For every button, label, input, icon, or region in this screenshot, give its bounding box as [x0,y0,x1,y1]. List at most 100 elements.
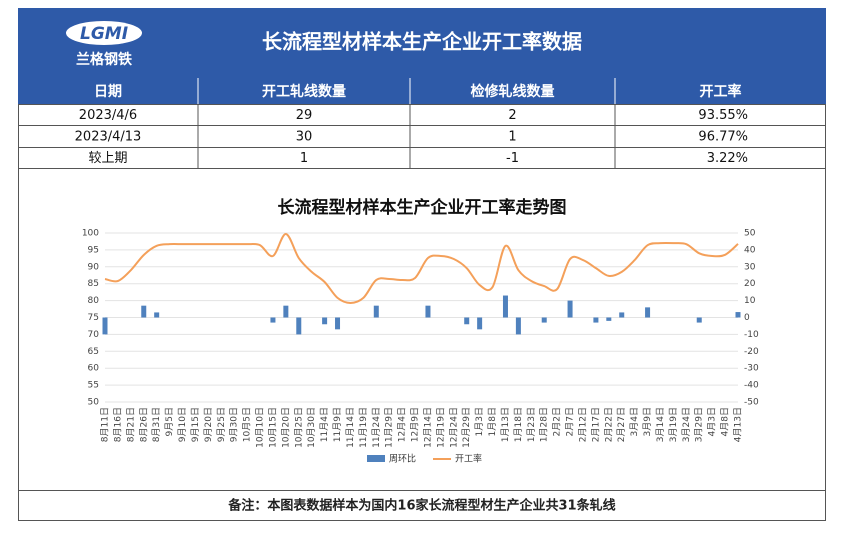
bar [502,295,508,318]
y2-tick-label: -10 [744,330,759,340]
bar [645,307,651,318]
x-tick-label: 12月19日 [435,407,446,448]
legend-swatch [367,455,385,462]
y-tick-label: 55 [88,381,99,391]
x-tick-label: 8月16日 [112,407,123,442]
table-cell: 1 [508,130,516,145]
y-tick-label: 100 [82,229,99,239]
x-tick-label: 11月19日 [358,407,369,448]
x-tick-label: 3月14日 [655,407,666,442]
x-tick-label: 11月9日 [332,407,343,442]
x-tick-label: 3月4日 [629,407,640,436]
logo-shape [66,21,142,45]
y-tick-label: 65 [88,347,99,357]
bar [322,317,328,325]
table-cell: 2023/4/13 [75,130,142,145]
x-tick-label: 9月10日 [177,407,188,442]
column-header: 检修轧线数量 [471,83,555,100]
bar [283,305,289,318]
y-tick-label: 75 [88,313,99,323]
x-tick-label: 2月22日 [603,407,614,442]
note-frame [18,490,826,521]
y2-tick-label: 50 [744,229,756,239]
x-tick-label: 10月30日 [306,407,317,448]
x-tick-label: 11月4日 [319,407,330,442]
x-tick-label: 1月3日 [474,407,485,436]
bar [515,317,521,335]
x-tick-label: 4月3日 [707,407,718,436]
y-tick-label: 60 [88,364,100,374]
y-tick-label: 70 [88,330,100,340]
bar [270,317,276,323]
logo-text: LGMI [80,24,128,44]
table-cell: 29 [296,108,313,123]
x-tick-label: 2月2日 [552,407,563,436]
table-cell: 3.22% [707,151,748,166]
x-tick-label: 11月14日 [345,407,356,448]
x-tick-label: 1月28日 [539,407,550,442]
x-tick-label: 4月13日 [733,407,744,442]
x-tick-label: 12月24日 [448,407,459,448]
x-tick-label: 10月15日 [267,407,278,448]
x-tick-label: 10月5日 [242,407,253,442]
bar [141,305,147,318]
y-tick-label: 85 [88,279,99,289]
x-tick-label: 12月9日 [410,407,421,442]
bar [606,317,612,321]
y2-tick-label: 20 [744,279,756,289]
column-header: 开工轧线数量 [262,83,346,100]
table-cell: 93.55% [698,108,748,123]
table-cell: 30 [296,130,313,145]
x-tick-label: 1月13日 [500,407,511,442]
x-tick-label: 12月4日 [397,407,408,442]
x-tick-label: 3月24日 [681,407,692,442]
table-cell: 较上期 [88,151,127,166]
bar [464,317,470,325]
table-cell: 2 [508,108,516,123]
x-tick-label: 10月25日 [293,407,304,448]
table-cell: 1 [300,151,308,166]
y2-tick-label: -50 [744,398,759,408]
note: 备注：本图表数据样本为国内16家长流程型材生产企业共31条轧线 [227,498,615,514]
bar [296,317,302,335]
bar [593,317,599,323]
bar [102,317,108,335]
x-tick-label: 2月17日 [590,407,601,442]
y2-tick-label: -40 [744,381,759,391]
bar [541,317,547,323]
x-tick-label: 9月15日 [190,407,201,442]
x-tick-label: 9月25日 [216,407,227,442]
bar [696,317,702,323]
bar [619,312,625,318]
x-tick-label: 3月9日 [642,407,653,436]
y2-tick-label: 30 [744,262,756,272]
table-header [18,78,826,104]
x-tick-label: 8月31日 [151,407,162,442]
bar [477,317,483,330]
x-tick-label: 3月29日 [694,407,705,442]
x-tick-label: 4月8日 [720,407,731,436]
x-tick-label: 2月12日 [577,407,588,442]
y2-tick-label: 40 [744,245,756,255]
x-tick-label: 12月14日 [422,407,433,448]
x-tick-label: 2月27日 [616,407,627,442]
bar [425,305,431,318]
x-tick-label: 11月29日 [384,407,395,448]
column-header: 开工率 [700,83,742,100]
x-tick-label: 9月20日 [203,407,214,442]
x-tick-label: 8月21日 [125,407,136,442]
x-tick-label: 9月30日 [229,407,240,442]
bar [335,317,341,330]
table-cell: 2023/4/6 [79,108,137,123]
bar [154,312,160,318]
y2-tick-label: 10 [744,296,756,306]
y-tick-label: 95 [88,245,99,255]
x-tick-label: 9月5日 [164,407,175,436]
column-header: 日期 [94,84,122,100]
x-tick-label: 2月7日 [565,407,576,436]
chart-title: 长流程型材样本生产企业开工率走势图 [278,197,567,218]
y2-tick-label: 0 [744,313,750,323]
header-bar [18,8,826,78]
y2-tick-label: -30 [744,364,759,374]
